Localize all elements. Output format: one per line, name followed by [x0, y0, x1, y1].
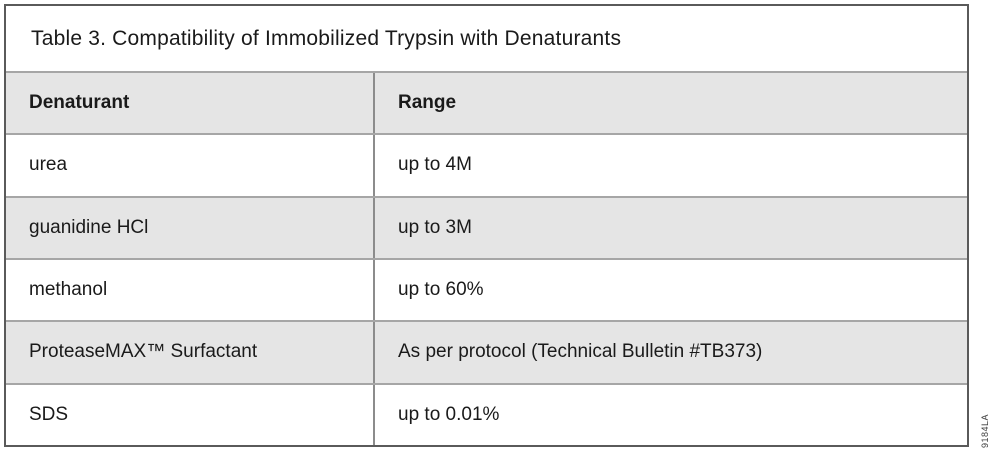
cell-range: up to 3M — [373, 197, 967, 258]
cell-denaturant: methanol — [29, 279, 108, 301]
figure-number-watermark: 9184LA — [980, 413, 990, 448]
table-row-sds: SDS up to 0.01% — [6, 382, 967, 445]
table-header-row: Denaturant Range — [6, 71, 967, 134]
table-row-guanidine-hcl: guanidine HCl up to 3M — [6, 195, 967, 258]
column-header-denaturant: Denaturant — [29, 92, 130, 114]
cell-range: up to 60% — [373, 259, 967, 321]
cell-denaturant: urea — [29, 154, 68, 176]
cell-denaturant: guanidine HCl — [29, 216, 149, 238]
cell-range: As per protocol (Technical Bulletin #TB3… — [373, 322, 967, 383]
table-row-methanol: methanol up to 60% — [6, 257, 967, 321]
column-header-range: Range — [373, 73, 967, 134]
table-title-text: Table 3. Compatibility of Immobilized Tr… — [31, 26, 622, 50]
table-title: Table 3. Compatibility of Immobilized Tr… — [6, 6, 967, 71]
cell-denaturant: SDS — [29, 403, 69, 425]
cell-range: up to 0.01% — [373, 384, 967, 445]
compatibility-table: Table 3. Compatibility of Immobilized Tr… — [4, 4, 969, 447]
table-row-proteasemax-surfactant: ProteaseMAX™ Surfactant As per protocol … — [6, 320, 967, 383]
table-row-urea: urea up to 4M — [6, 133, 967, 196]
cell-range: up to 4M — [373, 135, 967, 196]
cell-denaturant: ProteaseMAX™ Surfactant — [29, 341, 258, 363]
